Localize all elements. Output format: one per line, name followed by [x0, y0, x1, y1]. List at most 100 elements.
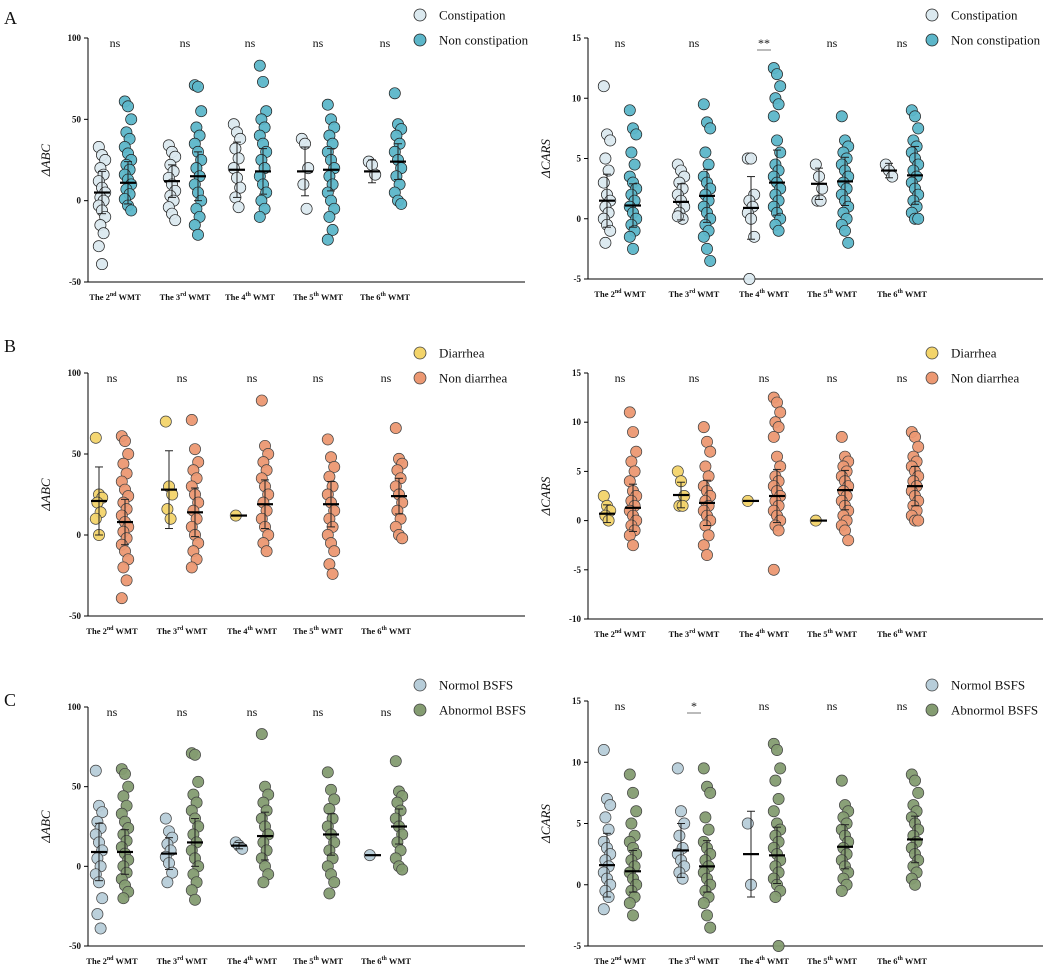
x-tick-label-main: The 3: [160, 292, 181, 302]
data-point: [597, 490, 610, 502]
x-tick-label-main: The 3: [669, 289, 690, 299]
x-tick-label-main: The 4: [227, 626, 248, 636]
x-tick-label-2: The 3rd WMT: [157, 626, 208, 636]
data-point: [842, 236, 855, 249]
data-point: [125, 204, 138, 217]
data-point: [745, 152, 757, 165]
y-tick-label: 50: [72, 114, 82, 124]
x-tick-label-sup: th: [381, 292, 387, 298]
y-tick-label: 0: [577, 214, 582, 224]
legend-label: Abnormol BSFS: [439, 703, 526, 718]
data-point: [257, 75, 269, 88]
data-point: [189, 443, 201, 456]
data-point: [673, 829, 686, 842]
x-tick-label-tail: WMT: [903, 289, 927, 299]
data-point: [297, 178, 310, 191]
data-point: [912, 212, 925, 225]
data-point: [623, 897, 636, 910]
data-point: [912, 440, 925, 453]
y-tick-label: -50: [69, 611, 81, 621]
data-point: [260, 545, 273, 558]
legend-marker: [925, 703, 939, 717]
significance-label: ns: [313, 705, 324, 719]
x-tick-label-main: The 4: [739, 629, 760, 639]
data-point: [767, 110, 780, 123]
x-tick-label-main: The 4: [739, 289, 760, 299]
x-tick-label-4: The 5th WMT: [807, 956, 857, 966]
data-point: [161, 876, 174, 889]
legend-marker: [925, 8, 939, 22]
x-tick-label-tail: WMT: [251, 292, 275, 302]
x-tick-label-tail: WMT: [622, 956, 646, 966]
data-point: [328, 876, 341, 889]
y-tick-label: 5: [577, 819, 582, 829]
x-tick-label-4: The 5th WMT: [293, 956, 343, 966]
y-tick-label: 100: [68, 368, 82, 378]
significance-label: **: [758, 36, 770, 50]
x-tick-label-sup: th: [314, 956, 320, 962]
panel-label-a: A: [4, 8, 17, 28]
x-tick-label-4: The 5th WMT: [293, 626, 343, 636]
data-point: [842, 534, 855, 547]
data-point: [94, 922, 107, 935]
data-point: [627, 426, 639, 438]
data-point: [771, 744, 783, 756]
data-point: [623, 768, 636, 781]
x-tick-label-main: The 4: [225, 292, 246, 302]
data-point: [774, 146, 787, 159]
legend-label: Constipation: [439, 8, 506, 23]
legend-label: Normol BSFS: [951, 678, 1025, 693]
data-point: [122, 100, 134, 113]
data-point: [774, 406, 787, 419]
x-tick-label-tail: WMT: [183, 956, 207, 966]
data-point: [89, 764, 102, 777]
legend-label: Diarrhea: [439, 346, 485, 361]
x-tick-label-4: The 5th WMT: [293, 292, 343, 302]
x-tick-label-main: The 4: [739, 956, 760, 966]
legend-marker: [925, 346, 939, 360]
x-tick-label-sup: th: [314, 626, 320, 632]
x-tick-label-main: The 2: [86, 956, 107, 966]
data-point: [92, 240, 105, 253]
significance-label: ns: [245, 36, 256, 50]
data-point: [389, 755, 402, 768]
significance-label: ns: [381, 371, 392, 385]
data-point: [909, 878, 921, 891]
x-tick-label-tail: WMT: [319, 292, 343, 302]
series-non-constipation: [623, 62, 925, 267]
x-tick-label-2: The 3rd WMT: [669, 956, 720, 966]
x-tick-label-tail: WMT: [387, 956, 411, 966]
y-tick-label: 5: [577, 154, 582, 164]
data-point: [623, 104, 636, 117]
x-tick-label-main: The 2: [594, 289, 615, 299]
data-point: [122, 448, 135, 460]
data-point: [697, 421, 710, 434]
data-point: [697, 230, 710, 243]
data-point: [697, 98, 710, 111]
data-point: [120, 574, 133, 587]
data-point: [772, 524, 785, 537]
legend: Constipation Non constipation: [413, 8, 529, 48]
data-point: [96, 806, 109, 819]
x-tick-label-tail: WMT: [319, 626, 343, 636]
x-tick-label-main: The 3: [669, 956, 690, 966]
y-tick-label: 10: [572, 757, 582, 767]
data-point: [185, 414, 198, 426]
data-point: [912, 122, 925, 135]
x-tick-label-1: The 2nd WMT: [86, 626, 138, 636]
data-point: [159, 812, 172, 825]
significance-label: ns: [759, 371, 770, 385]
x-tick-label-tail: WMT: [833, 289, 857, 299]
x-tick-label-tail: WMT: [833, 956, 857, 966]
y-tick-label: -5: [574, 274, 582, 284]
x-tick-label-sup: nd: [107, 956, 114, 962]
x-tick-label-5: The 6th WMT: [877, 289, 927, 299]
y-tick-label: 50: [72, 449, 82, 459]
significance-label: ns: [177, 371, 188, 385]
x-tick-label-4: The 5th WMT: [807, 289, 857, 299]
data-point: [627, 539, 639, 552]
x-tick-label-5: The 6th WMT: [361, 626, 411, 636]
